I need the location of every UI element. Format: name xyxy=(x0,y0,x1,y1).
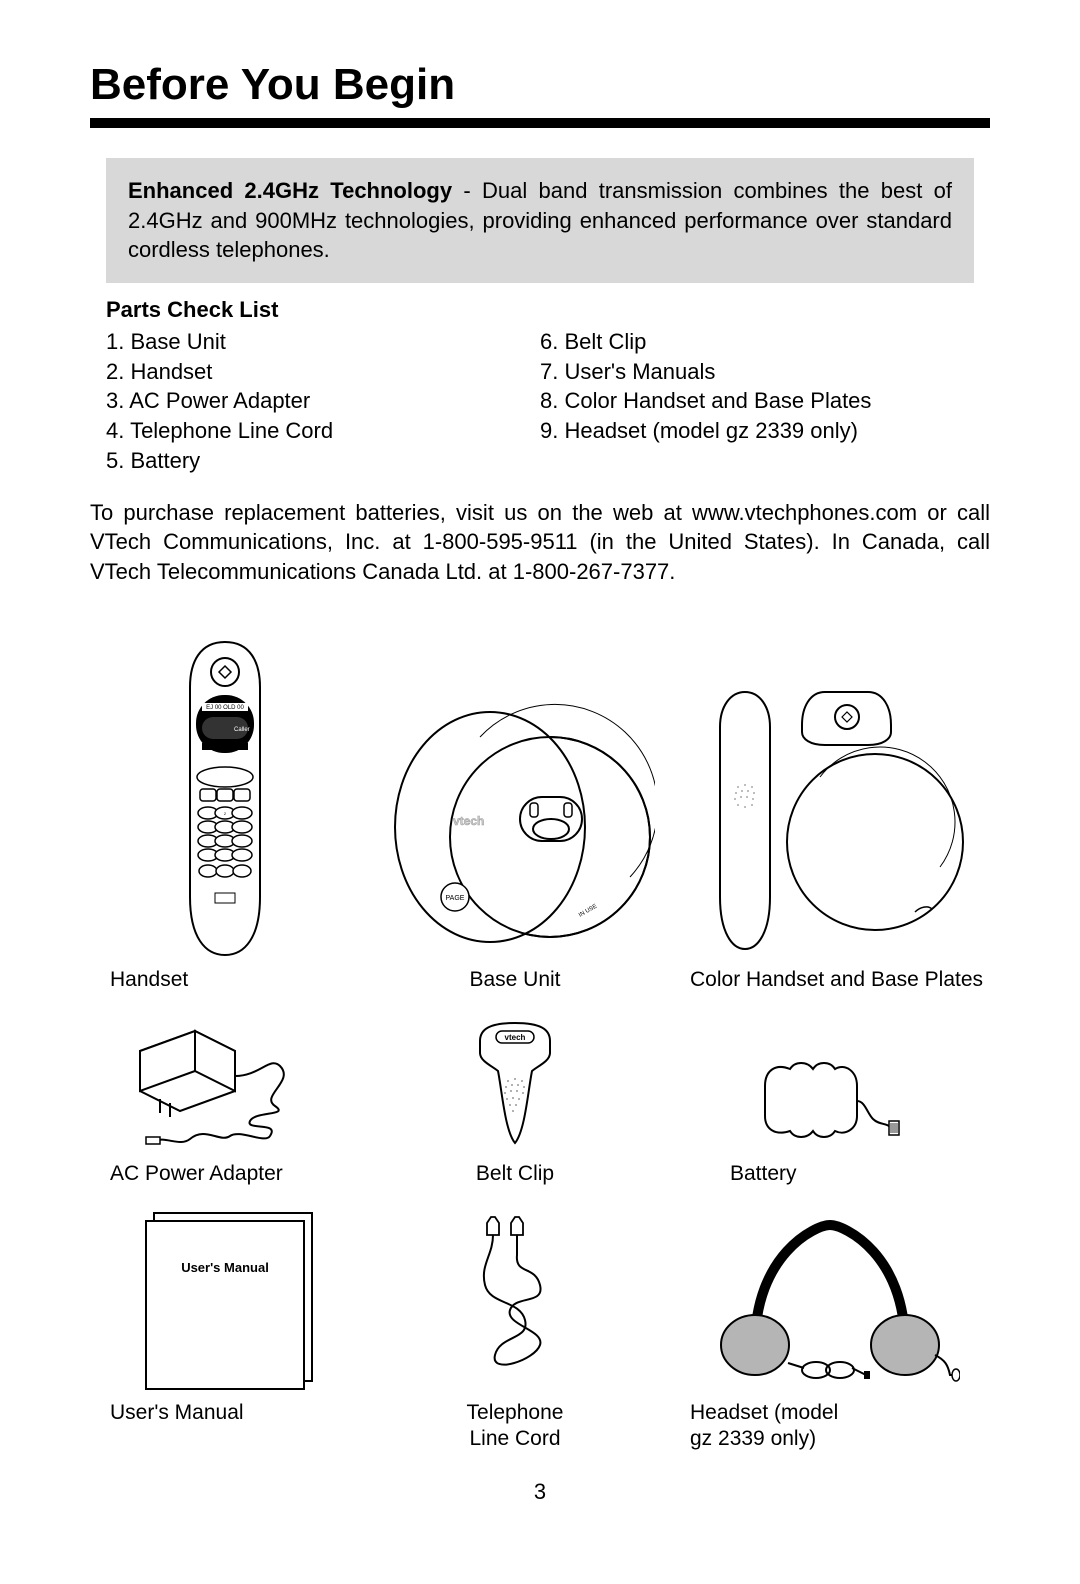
illus-ac-adapter: AC Power Adapter xyxy=(90,1021,360,1187)
headset-icon xyxy=(700,1215,960,1390)
illus-label: Battery xyxy=(670,1161,990,1187)
purchase-text: To purchase replacement batteries, visit… xyxy=(90,498,990,587)
checklist-item: 2. Handset xyxy=(106,357,540,387)
checklist-item: 6. Belt Clip xyxy=(540,327,974,357)
battery-icon xyxy=(745,1041,915,1151)
illus-label: Base Unit xyxy=(370,967,660,993)
illus-label: Color Handset and Base Plates xyxy=(670,967,990,993)
illus-label: Telephone Line Cord xyxy=(370,1400,660,1453)
illus-handset: EJ 00 OLD 00 Caller 2 Handset xyxy=(90,627,360,993)
color-plates-icon xyxy=(690,677,970,957)
illus-headset: Headset (model gz 2339 only) xyxy=(670,1215,990,1453)
checklist-item: 7. User's Manuals xyxy=(540,357,974,387)
illus-battery: Battery xyxy=(670,1021,990,1187)
illus-users-manual: User's Manual User's Manual xyxy=(90,1215,360,1453)
svg-text:vtech: vtech xyxy=(505,1033,526,1042)
checklist-col-left: 1. Base Unit 2. Handset 3. AC Power Adap… xyxy=(106,327,540,475)
intro-box: Enhanced 2.4GHz Technology - Dual band t… xyxy=(106,158,974,283)
svg-text:vtech: vtech xyxy=(453,814,484,828)
svg-text:EJ 00 OLD 00: EJ 00 OLD 00 xyxy=(206,705,244,711)
manual-cover-text: User's Manual xyxy=(147,1260,303,1275)
checklist-heading: Parts Check List xyxy=(106,297,974,323)
page-title: Before You Begin xyxy=(90,60,990,110)
illus-label: Headset (model gz 2339 only) xyxy=(670,1400,990,1453)
checklist-item: 4. Telephone Line Cord xyxy=(106,416,540,446)
svg-text:PAGE: PAGE xyxy=(446,895,465,902)
illus-base-unit: PAGE vtech IN USE Base Unit xyxy=(370,627,660,993)
parts-checklist: Parts Check List 1. Base Unit 2. Handset… xyxy=(90,297,990,475)
intro-lead: Enhanced 2.4GHz Technology xyxy=(128,178,452,203)
checklist-item: 8. Color Handset and Base Plates xyxy=(540,386,974,416)
base-unit-icon: PAGE vtech IN USE xyxy=(375,697,655,957)
checklist-item: 3. AC Power Adapter xyxy=(106,386,540,416)
checklist-item: 9. Headset (model gz 2339 only) xyxy=(540,416,974,446)
illus-color-plates: Color Handset and Base Plates xyxy=(670,627,990,993)
illus-telephone-cord: Telephone Line Cord xyxy=(370,1215,660,1453)
checklist-item: 1. Base Unit xyxy=(106,327,540,357)
illus-label: AC Power Adapter xyxy=(90,1161,360,1187)
ac-adapter-icon xyxy=(120,1021,330,1151)
checklist-item: 5. Battery xyxy=(106,446,540,476)
page-number: 3 xyxy=(90,1479,990,1505)
handset-icon: EJ 00 OLD 00 Caller 2 xyxy=(170,637,280,957)
checklist-col-right: 6. Belt Clip 7. User's Manuals 8. Color … xyxy=(540,327,974,475)
illustrations-grid: EJ 00 OLD 00 Caller 2 Handset xyxy=(90,627,990,1453)
illus-label: Handset xyxy=(90,967,360,993)
title-rule xyxy=(90,118,990,128)
illus-belt-clip: vtech Belt Clip xyxy=(370,1021,660,1187)
telephone-cord-icon xyxy=(445,1215,585,1390)
illus-label: Belt Clip xyxy=(370,1161,660,1187)
svg-text:Caller: Caller xyxy=(234,727,250,733)
belt-clip-icon: vtech xyxy=(460,1021,570,1151)
illus-label: User's Manual xyxy=(90,1400,360,1426)
